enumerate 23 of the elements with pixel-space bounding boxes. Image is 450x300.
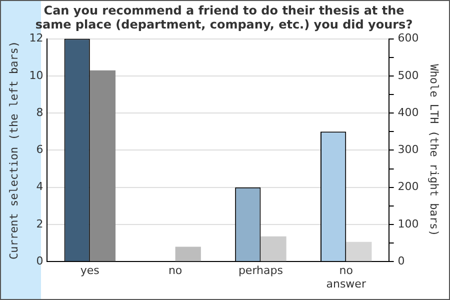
y2-tick-label: 200 [398,180,419,194]
y-tick-label: 0 [36,254,44,268]
y-tick-label: 10 [29,68,44,82]
x-tick-label: no [168,264,182,278]
y2-tick-label: 0 [398,254,405,268]
y-tick-label: 2 [36,217,44,230]
y-tick-label: 8 [36,106,44,119]
x-tick-label: yes [80,264,100,278]
chart-title: Can you recommend a friend to do their thesis at the same place (department, company, etc.) you did yours? [35,3,413,32]
y2-tick-label: 400 [398,106,419,119]
y-tick-label: 4 [36,180,44,194]
y-axis-title: Current selection (the left bars) [7,40,20,260]
y2-tick-label: 600 [398,32,419,45]
y2-tick-label: 300 [398,143,419,156]
bar [175,246,201,262]
y2-tick-label: 500 [398,68,419,82]
x-tick-label: perhaps [238,264,284,278]
y2-tick-label: 100 [398,217,419,230]
x-tick-label: no answer [326,264,366,290]
bar [346,242,372,262]
y2-axis-title: Whole LTH (the right bars) [428,64,441,236]
y-tick-label: 6 [36,143,44,156]
y-tick-label: 12 [29,32,44,45]
